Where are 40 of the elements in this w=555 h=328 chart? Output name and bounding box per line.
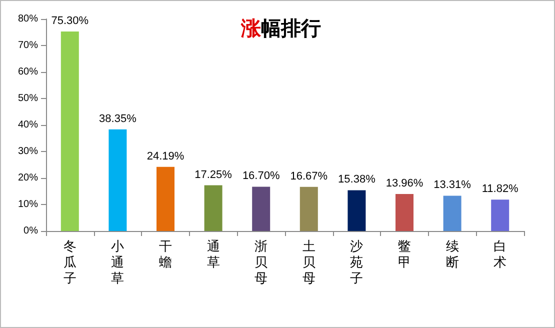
bar: [443, 196, 462, 231]
x-tick-label: 白术: [494, 240, 507, 270]
data-label: 75.30%: [51, 14, 89, 27]
bar: [204, 185, 222, 231]
x-tick-label: 干蟾: [159, 240, 172, 270]
x-tick-label: 续断: [446, 240, 459, 270]
x-tick-label: 沙苑子: [350, 240, 364, 286]
data-label: 13.31%: [434, 179, 472, 192]
data-label: 15.38%: [338, 174, 376, 186]
bar: [348, 190, 366, 231]
data-label: 24.19%: [146, 150, 184, 162]
bar: [300, 186, 318, 231]
y-tick-label: 80%: [18, 14, 38, 24]
bar: [108, 129, 127, 231]
data-label: 38.35%: [99, 112, 137, 125]
bar: [252, 186, 270, 231]
y-tick-label: 50%: [18, 93, 38, 104]
y-tick-label: 70%: [18, 40, 38, 51]
y-tick-label: 60%: [18, 66, 38, 78]
x-tick-label: 鳖甲: [398, 240, 411, 270]
data-label: 16.70%: [242, 170, 280, 182]
bar: [396, 194, 414, 231]
data-label: 11.82%: [482, 183, 519, 196]
data-label: 13.96%: [386, 178, 424, 190]
y-tick-label: 30%: [18, 146, 38, 157]
chart-title: 涨幅排行: [240, 16, 321, 40]
x-tick-label: 浙贝母: [254, 240, 268, 286]
bar: [60, 31, 79, 231]
y-tick-label: 10%: [18, 199, 38, 210]
data-label: 16.67%: [290, 170, 328, 182]
x-tick-label: 小通草: [111, 240, 124, 286]
x-tick-label: 通草: [206, 240, 220, 270]
x-tick-label: 冬瓜子: [63, 240, 76, 286]
bar: [156, 166, 174, 231]
data-label: 17.25%: [194, 168, 232, 181]
y-tick-label: 20%: [18, 172, 38, 184]
x-tick-label: 土贝母: [302, 240, 316, 286]
y-tick-label: 0%: [24, 226, 38, 236]
y-tick-label: 40%: [18, 120, 38, 130]
bar: [491, 200, 510, 231]
